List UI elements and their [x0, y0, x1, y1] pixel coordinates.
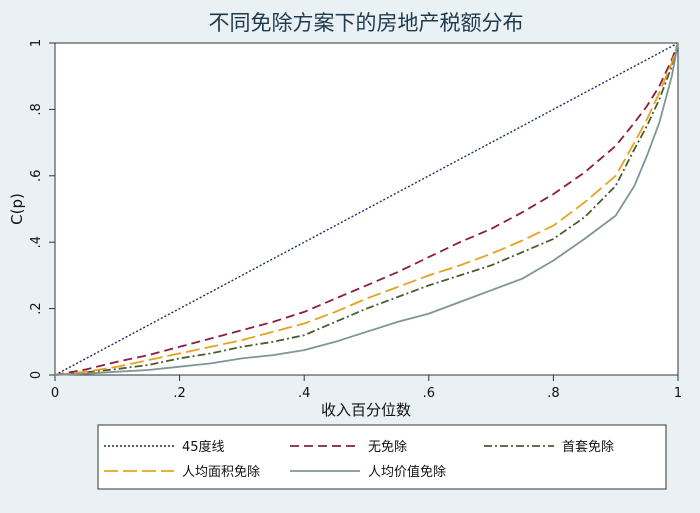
y-tick-label: .6 [29, 170, 44, 182]
y-tick-label: .4 [29, 236, 44, 248]
legend-label-0: 45度线 [182, 439, 225, 455]
series-line-2 [54, 42, 679, 376]
x-axis: 0 .2 .4 .6 .8 1 [51, 375, 682, 401]
x-tick-label: 0 [51, 386, 59, 401]
x-tick-label: .8 [547, 386, 559, 401]
series-line-4 [54, 42, 679, 376]
series-line-1 [54, 42, 679, 376]
legend-label-3: 人均面积免除 [182, 465, 260, 480]
y-tick-label: 0 [29, 371, 44, 379]
y-tick-label: .8 [29, 103, 44, 115]
y-axis-label: C(p) [8, 193, 26, 225]
chart-title: 不同免除方案下的房地产税额分布 [209, 11, 524, 35]
series-line-0 [54, 42, 679, 376]
legend-label-2: 首套免除 [562, 439, 614, 455]
x-tick-label: 1 [674, 386, 682, 401]
x-axis-label: 收入百分位数 [321, 401, 411, 419]
series-line-3 [54, 42, 679, 376]
y-tick-label: .2 [29, 302, 44, 314]
legend-label-1: 无免除 [368, 440, 407, 455]
x-tick-label: .6 [423, 386, 435, 401]
x-tick-label: .4 [298, 386, 310, 401]
x-tick-label: .2 [173, 386, 185, 401]
legend-box [97, 424, 667, 490]
legend-label-4: 人均价值免除 [368, 464, 446, 480]
y-tick-label: 1 [29, 39, 44, 47]
series-layer [54, 42, 679, 376]
y-axis: 0 .2 .4 .6 .8 1 [29, 39, 55, 379]
